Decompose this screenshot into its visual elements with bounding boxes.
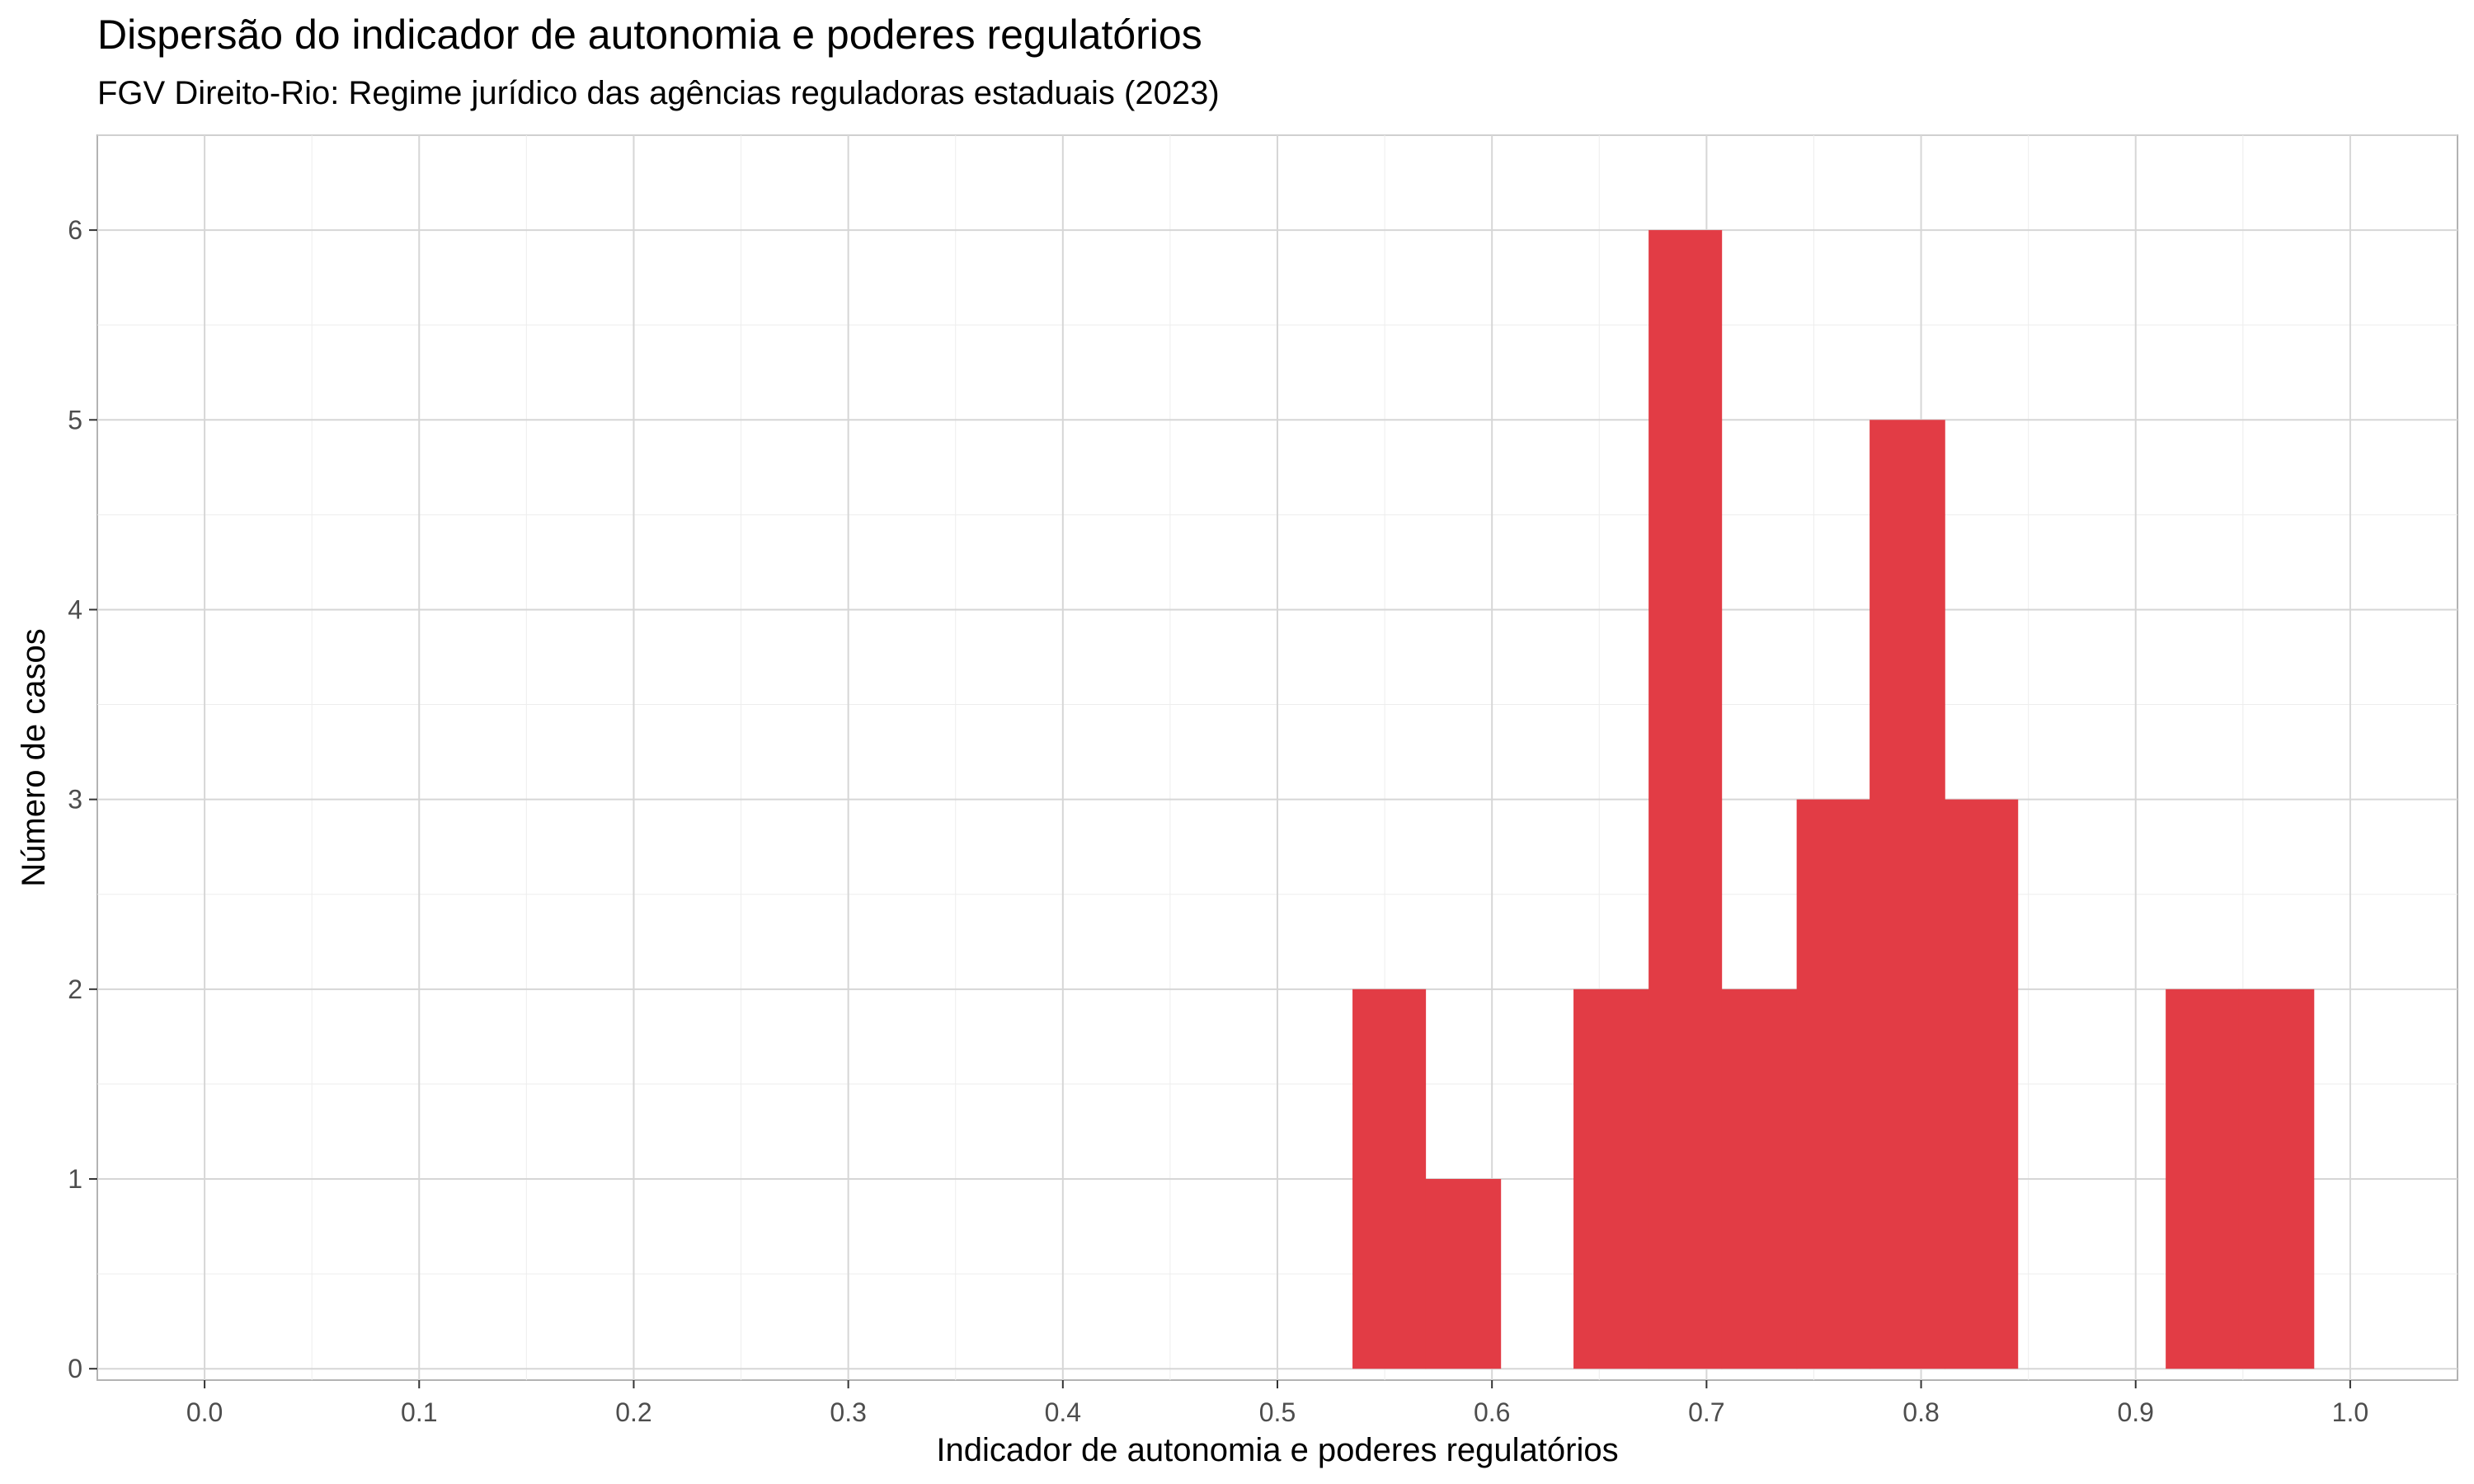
histogram-bar <box>1945 799 2019 1369</box>
x-tick-label: 0.0 <box>186 1397 223 1427</box>
histogram-bar <box>2166 989 2240 1369</box>
x-tick-label: 0.4 <box>1045 1397 1081 1427</box>
x-tick-label: 0.6 <box>1474 1397 1510 1427</box>
y-axis-ticks: 0 1 2 3 4 5 6 <box>68 215 97 1383</box>
x-tick-label: 0.2 <box>615 1397 651 1427</box>
x-tick-label: 0.5 <box>1259 1397 1296 1427</box>
major-gridlines <box>97 135 2458 1380</box>
y-tick-label: 2 <box>68 974 82 1004</box>
histogram-bar <box>1796 799 1870 1369</box>
histogram-bar <box>1573 989 1649 1369</box>
chart-title: Dispersão do indicador de autonomia e po… <box>97 12 1202 58</box>
histogram-bar <box>1721 989 1798 1369</box>
histogram-bar <box>2238 989 2315 1369</box>
histogram-bar <box>1649 230 1723 1369</box>
x-tick-label: 1.0 <box>2332 1397 2368 1427</box>
y-tick-label: 6 <box>68 215 82 245</box>
x-tick-label: 0.3 <box>830 1397 866 1427</box>
y-tick-label: 5 <box>68 405 82 434</box>
x-tick-label: 0.8 <box>1903 1397 1939 1427</box>
y-axis-title: Número de casos <box>16 628 52 886</box>
y-tick-label: 3 <box>68 785 82 815</box>
histogram-bars <box>1352 230 2315 1369</box>
x-axis-title: Indicador de autonomia e poderes regulat… <box>936 1432 1618 1468</box>
histogram-bar <box>1425 1179 1502 1369</box>
x-tick-label: 0.9 <box>2117 1397 2153 1427</box>
chart-subtitle: FGV Direito-Rio: Regime jurídico das agê… <box>97 75 1220 111</box>
y-tick-label: 1 <box>68 1164 82 1194</box>
histogram-bar <box>1352 989 1427 1369</box>
x-axis-ticks: 0.0 0.1 0.2 0.3 0.4 0.5 0.6 0.7 0.8 0.9 1.0 <box>186 1380 2368 1427</box>
y-tick-label: 0 <box>68 1354 82 1383</box>
x-tick-label: 0.7 <box>1688 1397 1724 1427</box>
histogram-bar <box>1870 420 1945 1369</box>
x-tick-label: 0.1 <box>401 1397 437 1427</box>
y-tick-label: 4 <box>68 594 82 624</box>
